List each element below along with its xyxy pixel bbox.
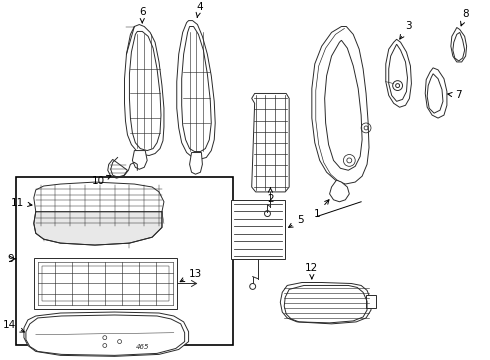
Polygon shape — [177, 21, 215, 159]
Polygon shape — [366, 295, 376, 308]
Polygon shape — [132, 150, 147, 169]
Polygon shape — [451, 27, 466, 62]
Text: 9: 9 — [8, 254, 14, 264]
Polygon shape — [386, 39, 412, 107]
Text: 4: 4 — [196, 2, 203, 17]
Polygon shape — [190, 153, 202, 174]
Text: 14: 14 — [3, 320, 25, 332]
Text: 8: 8 — [461, 9, 469, 26]
Text: 3: 3 — [400, 22, 412, 39]
Text: 6: 6 — [139, 7, 146, 23]
Polygon shape — [425, 68, 447, 118]
Text: 1: 1 — [314, 200, 329, 219]
Polygon shape — [330, 180, 349, 202]
Text: 11: 11 — [11, 198, 32, 208]
Text: 2: 2 — [267, 188, 274, 204]
Polygon shape — [231, 200, 285, 259]
Polygon shape — [34, 212, 162, 245]
Polygon shape — [124, 24, 164, 156]
Text: 13: 13 — [180, 269, 202, 282]
Text: 7: 7 — [448, 90, 462, 100]
Polygon shape — [312, 27, 369, 184]
Text: 10: 10 — [92, 175, 111, 186]
Polygon shape — [34, 182, 164, 228]
Polygon shape — [24, 312, 189, 356]
Text: 12: 12 — [305, 263, 318, 279]
Polygon shape — [280, 283, 371, 324]
Bar — [16, 177, 233, 345]
Polygon shape — [252, 94, 289, 192]
Text: 5: 5 — [289, 215, 304, 228]
Text: 465: 465 — [136, 345, 149, 351]
Bar — [34, 258, 177, 309]
Bar — [42, 266, 169, 301]
